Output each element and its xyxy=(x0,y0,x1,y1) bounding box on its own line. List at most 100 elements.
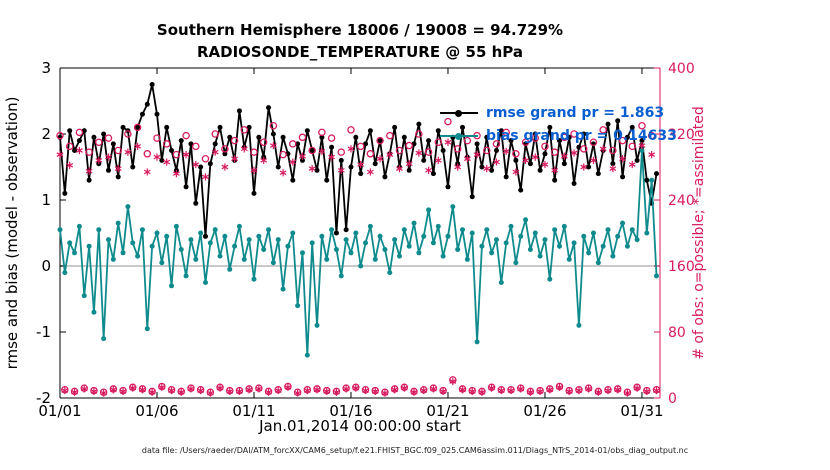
assimilated-marker xyxy=(376,155,384,163)
assimilated-marker xyxy=(493,158,500,166)
possible-marker xyxy=(405,141,413,150)
assimilated-marker xyxy=(400,384,408,392)
x-tick-label: 01/11 xyxy=(232,402,275,420)
bias-marker xyxy=(217,253,223,259)
assimilated-marker xyxy=(109,386,117,394)
bias-marker xyxy=(610,253,616,259)
rmse-marker xyxy=(615,118,621,124)
assimilated-marker xyxy=(105,153,112,161)
bias-marker xyxy=(460,227,466,233)
possible-marker xyxy=(250,148,258,156)
rmse-marker xyxy=(329,144,335,150)
assimilated-marker xyxy=(129,384,137,392)
rmse-marker xyxy=(629,124,635,130)
assimilated-marker xyxy=(197,386,205,395)
possible-marker xyxy=(201,154,210,163)
rmse-marker xyxy=(508,138,514,144)
assimilated-marker xyxy=(449,377,457,386)
assimilated-marker xyxy=(168,386,175,395)
bias-marker xyxy=(154,230,160,236)
x-tick-label: 01/31 xyxy=(620,402,663,420)
possible-marker xyxy=(356,142,365,151)
assimilated-marker xyxy=(425,166,432,174)
bias-marker xyxy=(392,237,398,243)
rmse-marker xyxy=(430,171,436,177)
rmse-marker xyxy=(149,82,155,87)
assimilated-marker xyxy=(463,155,471,163)
rmse-marker xyxy=(299,157,305,163)
bias-marker xyxy=(319,233,325,239)
possible-marker xyxy=(589,138,598,146)
rmse-marker xyxy=(581,131,587,137)
bias-marker xyxy=(270,260,276,266)
bias-marker xyxy=(246,237,252,243)
legend-dot-rmse xyxy=(455,109,462,117)
assimilated-marker xyxy=(439,387,447,395)
legend-dot-bias xyxy=(455,132,462,140)
rmse-marker xyxy=(130,164,136,170)
bias-marker xyxy=(571,240,577,246)
bias-marker xyxy=(183,273,189,279)
possible-marker xyxy=(376,136,384,145)
assimilated-marker xyxy=(643,387,651,395)
rmse-marker xyxy=(67,128,73,134)
bias-marker xyxy=(149,243,155,249)
assimilated-marker xyxy=(328,153,335,161)
assimilated-marker xyxy=(507,386,515,395)
assimilated-marker xyxy=(386,151,394,159)
rmse-marker xyxy=(183,184,189,190)
assimilated-marker xyxy=(347,145,355,153)
rmse-marker xyxy=(188,141,194,147)
possible-marker xyxy=(162,140,171,148)
assimilated-marker xyxy=(648,151,656,159)
rmse-marker xyxy=(363,141,369,147)
possible-marker xyxy=(221,145,229,153)
rmse-marker xyxy=(367,128,373,134)
rmse-marker xyxy=(275,164,281,170)
bias-marker xyxy=(314,322,320,328)
bias-marker xyxy=(455,247,461,252)
assimilated-marker xyxy=(158,383,166,391)
assimilated-marker xyxy=(119,387,127,395)
assimilated-marker xyxy=(522,156,529,164)
assimilated-marker xyxy=(66,161,74,169)
rmse-marker xyxy=(256,134,262,140)
legend-label-rmse: rmse grand pr = 1.863 xyxy=(486,104,665,121)
rmse-marker xyxy=(401,134,407,140)
assimilated-marker xyxy=(371,387,379,395)
assimilated-marker xyxy=(274,386,282,395)
assimilated-marker xyxy=(323,387,331,395)
bias-marker xyxy=(639,148,645,153)
assimilated-marker xyxy=(289,158,297,166)
chart-title: Southern Hemisphere 18006 / 19008 = 94.7… xyxy=(156,21,564,39)
rmse-marker xyxy=(62,190,68,196)
assimilated-marker xyxy=(444,138,452,146)
x-tick-label: 01/21 xyxy=(426,402,469,420)
assimilated-marker xyxy=(405,160,413,168)
possible-marker xyxy=(483,146,491,155)
possible-marker xyxy=(182,131,190,140)
possible-marker xyxy=(192,142,200,151)
bias-marker xyxy=(57,227,63,233)
rmse-marker xyxy=(503,174,509,180)
bias-marker xyxy=(72,250,78,256)
assimilated-marker xyxy=(531,153,539,161)
possible-marker xyxy=(347,126,355,134)
rmse-marker xyxy=(159,157,165,163)
bias-marker xyxy=(382,247,388,252)
rmse-marker xyxy=(105,167,111,173)
assimilated-marker xyxy=(517,385,525,393)
possible-marker xyxy=(366,150,375,158)
bias-series xyxy=(57,148,660,358)
bias-marker xyxy=(493,237,499,243)
possible-marker xyxy=(395,146,404,155)
assimilated-marker xyxy=(391,386,399,394)
rmse-marker xyxy=(542,151,548,157)
rmse-marker xyxy=(144,101,150,107)
rmse-marker xyxy=(537,167,543,173)
rmse-marker xyxy=(227,134,233,140)
rmse-marker xyxy=(493,148,499,153)
rmse-marker xyxy=(343,227,349,233)
bias-marker xyxy=(304,352,310,358)
assimilated-marker xyxy=(381,389,389,397)
